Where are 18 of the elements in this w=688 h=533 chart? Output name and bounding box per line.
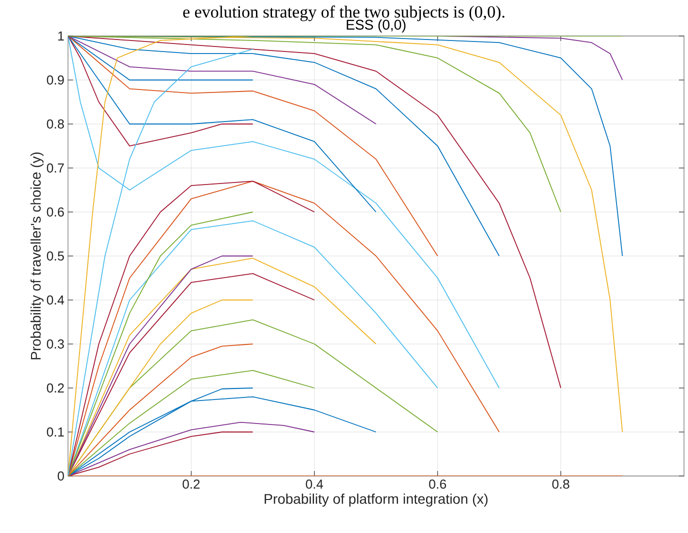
x-tick-label: 0.4	[306, 480, 324, 489]
y-tick-label: 0.4	[46, 295, 64, 305]
y-tick-label: 1	[58, 32, 64, 40]
y-tick-label: 0	[58, 471, 64, 481]
y-tick-label: 0.6	[46, 207, 64, 217]
chart-title: ESS (0,0)	[346, 19, 406, 32]
x-axis-title: Probability of platform integration (x)	[264, 494, 488, 507]
y-tick-label: 0.5	[46, 251, 64, 261]
y-tick-label: 0.8	[46, 119, 64, 129]
y-tick-label: 0.7	[46, 163, 64, 173]
y-tick-label: 0.3	[46, 339, 64, 349]
y-axis-title: Probability of traveller's choice (y)	[30, 152, 44, 360]
x-tick-label: 0.6	[429, 480, 446, 489]
y-tick-label: 0.9	[46, 75, 64, 85]
x-tick-label: 0.8	[552, 480, 570, 489]
x-tick-label: 0.2	[182, 480, 200, 489]
y-tick-label: 0.2	[46, 383, 64, 393]
y-tick-label: 0.1	[46, 427, 64, 437]
